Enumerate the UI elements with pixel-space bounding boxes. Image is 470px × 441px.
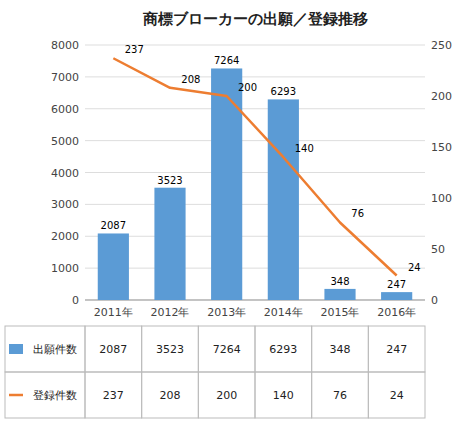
y-tick-label: 0 — [72, 294, 79, 307]
grid-line — [85, 108, 425, 109]
y2-tick-label: 150 — [431, 141, 452, 154]
table-cell — [85, 326, 142, 372]
grid-line — [85, 140, 425, 141]
table-cell — [198, 372, 255, 418]
table-value: 76 — [333, 389, 347, 402]
legend-label: 登録件数 — [33, 389, 77, 402]
grid-line — [85, 172, 425, 173]
x-tick-label: 2012年 — [151, 306, 190, 319]
y-tick-label: 8000 — [51, 39, 79, 52]
table-value: 348 — [330, 343, 351, 356]
x-tick-label: 2011年 — [94, 306, 133, 319]
x-tick-label: 2013年 — [207, 306, 246, 319]
y2-tick-label: 0 — [431, 294, 438, 307]
table-cell — [255, 326, 312, 372]
y-tick-label: 4000 — [51, 167, 79, 180]
table-value: 208 — [160, 389, 181, 402]
table-value: 247 — [386, 343, 407, 356]
x-axis — [85, 300, 425, 301]
line-label: 140 — [295, 143, 314, 154]
y-tick-label: 6000 — [51, 103, 79, 116]
table-cell — [312, 372, 369, 418]
bar — [324, 289, 355, 300]
grid-line — [85, 76, 425, 77]
table-value: 200 — [216, 389, 237, 402]
table-cell — [312, 326, 369, 372]
line-label: 24 — [408, 262, 421, 273]
line-label: 237 — [125, 44, 144, 55]
y-tick-label: 1000 — [51, 262, 79, 275]
bar-label: 6293 — [271, 86, 296, 97]
table-value: 237 — [103, 389, 124, 402]
line-label: 200 — [238, 82, 257, 93]
table-cell — [198, 326, 255, 372]
bar — [154, 188, 185, 300]
line — [113, 58, 396, 275]
legend-icon — [9, 344, 23, 354]
x-tick-label: 2014年 — [264, 306, 303, 319]
bar — [381, 292, 412, 300]
y2-tick-label: 100 — [431, 192, 452, 205]
data-labels: 2087 3523 7264 6293 348 247 237 208 200 140 76 24 — [101, 44, 421, 290]
bar-label: 247 — [387, 279, 406, 290]
grid-line — [85, 236, 425, 237]
y2-tick-label: 50 — [431, 243, 445, 256]
bar-label: 2087 — [101, 220, 126, 231]
line-label: 76 — [351, 208, 364, 219]
table-cell — [368, 326, 425, 372]
table-cell — [255, 372, 312, 418]
y2-tick-label: 250 — [431, 39, 452, 52]
plot-area — [98, 58, 413, 300]
y2-tick-label: 200 — [431, 90, 452, 103]
table-cell — [142, 372, 199, 418]
data-table: 出願件数 2087 3523 7264 6293 348 247 登録件数 237 208 200 1… — [5, 326, 425, 418]
bar — [268, 99, 299, 300]
table-value: 2087 — [99, 343, 127, 356]
line-label: 208 — [181, 74, 200, 85]
bar — [211, 68, 242, 300]
table-cell — [5, 372, 85, 418]
grid-line — [85, 204, 425, 205]
table-value: 24 — [390, 389, 404, 402]
table-cell — [85, 372, 142, 418]
grid-line — [85, 300, 425, 301]
legend-label: 出願件数 — [33, 343, 77, 356]
grid-line — [85, 268, 425, 269]
bar-label: 348 — [330, 276, 349, 287]
table-value: 3523 — [156, 343, 184, 356]
bar-label: 3523 — [157, 175, 182, 186]
legend-icon — [9, 394, 23, 397]
table-cell — [368, 372, 425, 418]
table-cell — [5, 326, 85, 372]
y-tick-label: 3000 — [51, 198, 79, 211]
chart: 商標ブローカーの出願／登録推移0100020003000400050006000… — [0, 0, 470, 441]
title: 商標ブローカーの出願／登録推移 — [142, 10, 368, 28]
x-tick-label: 2016年 — [377, 306, 416, 319]
table-value: 7264 — [213, 343, 241, 356]
table-value: 6293 — [269, 343, 297, 356]
y-tick-label: 5000 — [51, 135, 79, 148]
table-cell — [142, 326, 199, 372]
bar — [98, 233, 129, 300]
y-tick-label: 7000 — [51, 71, 79, 84]
bar-label: 7264 — [214, 55, 239, 66]
x-tick-label: 2015年 — [321, 306, 360, 319]
y-tick-label: 2000 — [51, 230, 79, 243]
table-value: 140 — [273, 389, 294, 402]
